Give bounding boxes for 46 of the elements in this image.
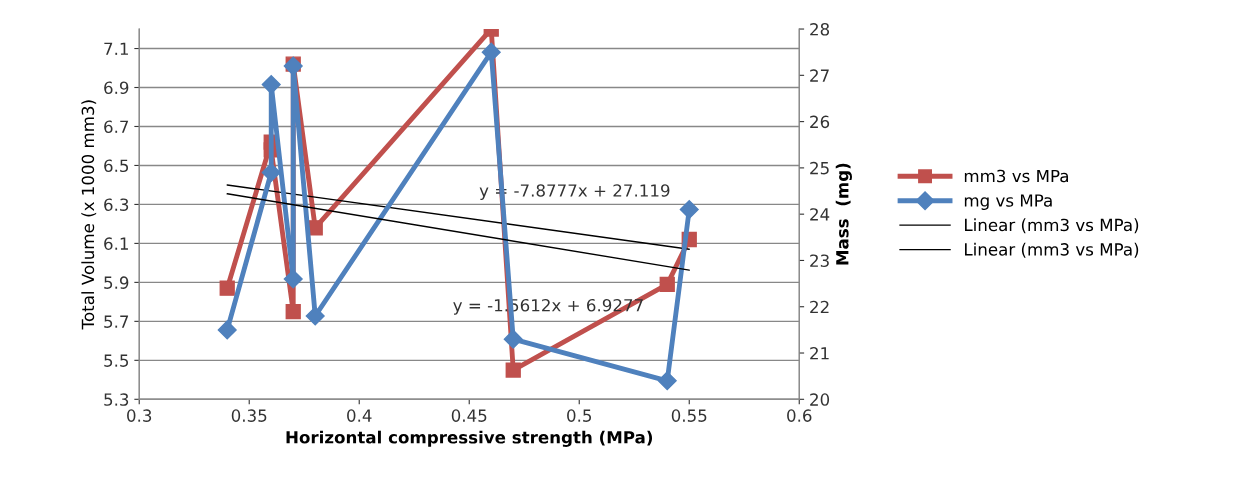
legend-label: mg vs MPa: [964, 194, 1052, 210]
x-axis-title: Horizontal compressive strength (MPa): [286, 430, 653, 447]
y-tick-label: 6.3: [104, 198, 129, 211]
point: [481, 42, 501, 62]
y2-tick-label: 21: [810, 346, 829, 360]
point: [261, 162, 281, 183]
point: [283, 269, 303, 289]
y2-tick-label: 23: [810, 254, 829, 268]
y-tick-label: 6.1: [104, 237, 128, 250]
y-tick-label: 7.1: [104, 42, 128, 55]
y-axis-title: Total Volume (x 1000 mm3): [81, 100, 97, 330]
point: [505, 362, 521, 378]
y2-tick-label: 28: [810, 23, 830, 36]
y-tick-label: 5.3: [104, 393, 129, 406]
y-tick-label: 6.5: [104, 159, 129, 173]
y2-tick-label: 26: [810, 115, 830, 129]
y2-tick-label: 25: [810, 161, 829, 175]
point: [305, 306, 325, 326]
y-tick-label: 6.7: [104, 120, 129, 134]
x-tick-label: 0.4: [347, 409, 372, 422]
y-tick-label: 5.5: [104, 354, 129, 367]
point: [659, 276, 675, 292]
y2-axis-title: Mass (mg): [835, 163, 852, 265]
point: [679, 200, 699, 220]
point: [219, 280, 235, 296]
y2-tick-label: 27: [810, 69, 829, 82]
y2-tick-label: 20: [810, 393, 830, 406]
point: [217, 320, 237, 340]
point: [657, 371, 677, 391]
y-tick-label: 5.9: [104, 276, 129, 289]
legend-label: mm3 vs MPa: [964, 169, 1068, 183]
x-tick-label: 0.6: [787, 409, 812, 422]
y2-tick-label: 22: [810, 300, 829, 314]
y2-tick-label: 24: [810, 208, 830, 221]
x-tick-label: 0.45: [451, 409, 487, 422]
point: [261, 75, 281, 95]
legend-label: Linear (mm3 vs MPa): [965, 242, 1139, 258]
point: [503, 329, 523, 349]
point: [285, 303, 301, 320]
x-tick-label: 0.5: [567, 409, 592, 422]
x-tick-label: 0.55: [671, 409, 707, 422]
y-tick-label: 5.7: [104, 315, 129, 328]
y-tick-label: 6.9: [104, 81, 129, 95]
legend-label: Linear (mm3 vs MPa): [965, 218, 1139, 234]
x-tick-label: 0.3: [127, 409, 152, 422]
x-tick-label: 0.35: [231, 409, 267, 422]
